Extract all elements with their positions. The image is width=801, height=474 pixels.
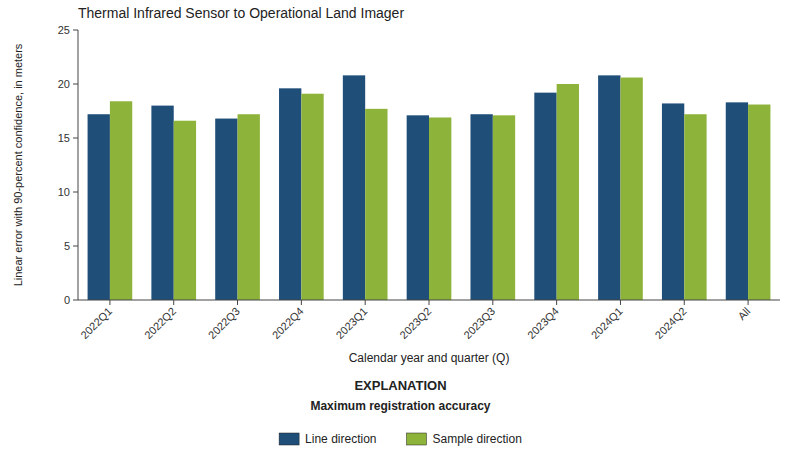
bar xyxy=(726,102,748,300)
bar xyxy=(279,88,301,300)
bar xyxy=(110,101,132,300)
bar xyxy=(748,105,770,300)
x-tick xyxy=(109,300,110,305)
chart-container: 0 5 10 15 20 25 2022Q1 2022Q2 2022Q3 2022Q4 2023Q1… xyxy=(0,0,801,474)
x-tick-label: 2024Q2 xyxy=(653,305,689,341)
bar xyxy=(174,121,196,300)
bar xyxy=(662,103,684,300)
bar xyxy=(151,106,173,300)
bar xyxy=(238,114,260,300)
bar xyxy=(407,115,429,300)
y-tick-label: 10 xyxy=(58,186,70,198)
y-tick xyxy=(73,138,78,139)
legend-swatch xyxy=(279,433,299,445)
x-tick-label: 2023Q2 xyxy=(397,305,433,341)
bar xyxy=(684,114,706,300)
y-tick xyxy=(73,300,78,301)
bar xyxy=(557,84,579,300)
x-tick-label: 2023Q3 xyxy=(461,305,497,341)
y-tick-label: 25 xyxy=(58,24,70,36)
bar xyxy=(470,114,492,300)
y-axis-label: Linear error with 90-percent confidence,… xyxy=(12,43,24,286)
x-tick-label: 2023Q4 xyxy=(525,305,561,341)
x-tick-label: 2022Q3 xyxy=(206,305,242,341)
x-tick xyxy=(173,300,174,305)
legend-swatch xyxy=(407,433,427,445)
title: Thermal Infrared Sensor to Operational L… xyxy=(78,5,404,21)
bar xyxy=(620,78,642,300)
x-tick xyxy=(748,300,749,305)
y-tick-label: 0 xyxy=(64,294,70,306)
annotation: Maximum registration accuracy xyxy=(310,399,490,413)
y-axis-line xyxy=(78,30,79,300)
x-tick xyxy=(237,300,238,305)
legend-label: Line direction xyxy=(305,432,376,446)
legend: Line direction Sample direction xyxy=(279,432,522,446)
x-tick-label: 2022Q4 xyxy=(270,305,306,341)
x-tick-label: 2023Q1 xyxy=(333,305,369,341)
annotation: EXPLANATION xyxy=(354,378,446,393)
y-tick-label: 15 xyxy=(58,132,70,144)
bar xyxy=(493,115,515,300)
x-tick-label: 2022Q1 xyxy=(78,305,114,341)
y-tick-label: 5 xyxy=(64,240,70,252)
x-tick xyxy=(429,300,430,305)
bar xyxy=(365,109,387,300)
y-tick xyxy=(73,30,78,31)
y-tick xyxy=(73,192,78,193)
bar xyxy=(343,75,365,300)
x-tick xyxy=(556,300,557,305)
x-tick xyxy=(301,300,302,305)
x-axis-label: Calendar year and quarter (Q) xyxy=(349,351,510,365)
bar xyxy=(301,94,323,300)
x-tick-label: 2024Q1 xyxy=(589,305,625,341)
legend-item: Line direction xyxy=(279,432,376,446)
x-tick xyxy=(684,300,685,305)
chart: 0 5 10 15 20 25 2022Q1 2022Q2 2022Q3 2022Q4 2023Q1… xyxy=(0,0,801,474)
bar xyxy=(88,114,110,300)
y-tick xyxy=(73,84,78,85)
x-tick xyxy=(492,300,493,305)
bar xyxy=(215,119,237,300)
legend-label: Sample direction xyxy=(433,432,522,446)
legend-item: Sample direction xyxy=(407,432,522,446)
bar xyxy=(429,117,451,300)
x-tick-label: 2022Q2 xyxy=(142,305,178,341)
bars xyxy=(88,75,771,300)
x-tick-label: All xyxy=(735,305,752,322)
bar xyxy=(534,93,556,300)
x-tick xyxy=(620,300,621,305)
bar xyxy=(598,75,620,300)
x-tick xyxy=(365,300,366,305)
y-tick-label: 20 xyxy=(58,78,70,90)
y-tick xyxy=(73,246,78,247)
